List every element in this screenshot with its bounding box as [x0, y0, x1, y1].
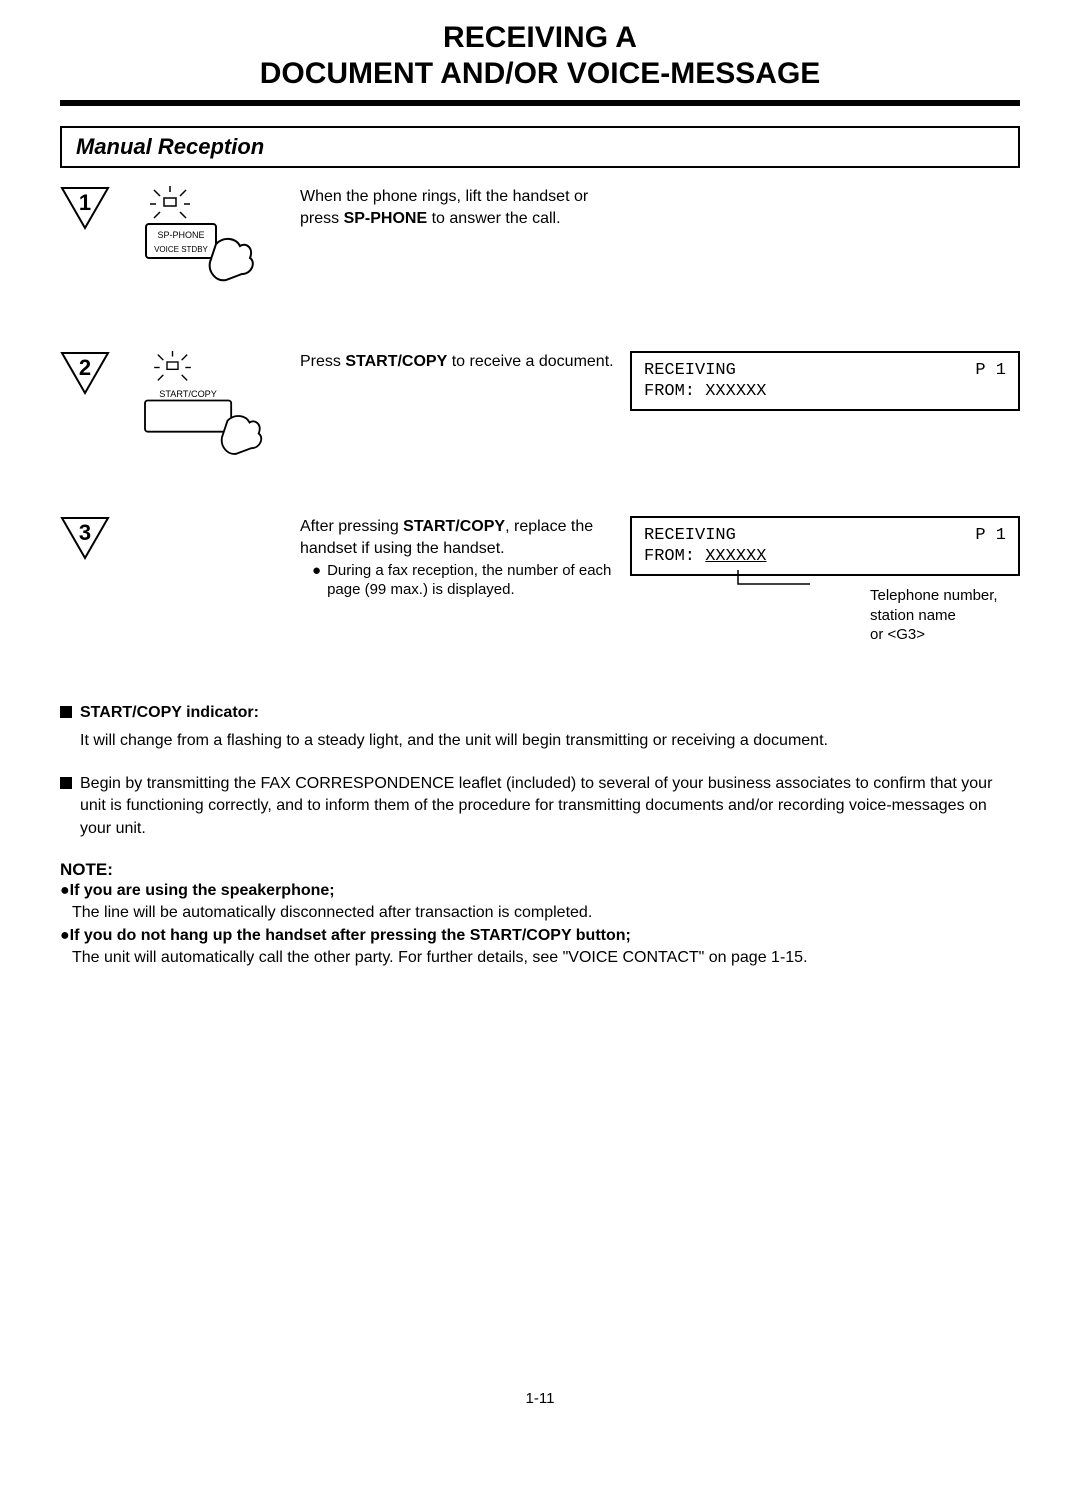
lcd3-top-right: P 1	[975, 526, 1006, 545]
note-2: ●If you do not hang up the handset after…	[60, 925, 1020, 947]
lcd2-top-left: RECEIVING	[644, 361, 736, 380]
step-2-text: Press START/COPY to receive a document.	[300, 351, 630, 373]
start-copy-button-icon: START/COPY	[130, 351, 270, 461]
annotation-l2: station name	[870, 607, 956, 624]
step-3-text: After pressing START/COPY, replace the h…	[300, 516, 630, 600]
indicator-row: START/COPY indicator:	[60, 702, 1020, 724]
page-title: RECEIVING A DOCUMENT AND/OR VOICE-MESSAG…	[60, 20, 1020, 92]
title-line-2: DOCUMENT AND/OR VOICE-MESSAGE	[260, 57, 821, 90]
indicator-text: It will change from a flashing to a stea…	[80, 730, 1020, 752]
step-3-lcd: RECEIVING P 1 FROM: XXXXXX	[630, 516, 1020, 576]
title-line-1: RECEIVING A	[443, 21, 637, 54]
step-3-text-bold: START/COPY	[403, 518, 505, 535]
svg-text:SP-PHONE: SP-PHONE	[157, 230, 204, 240]
note2-text: The unit will automatically call the oth…	[72, 947, 1020, 969]
step-1-text: When the phone rings, lift the handset o…	[300, 186, 630, 231]
step-1-row: 1 SP-PHONE VOICE STDBY	[60, 186, 1020, 301]
section-heading-box: Manual Reception	[60, 126, 1020, 168]
bullet-dot: ●	[312, 561, 321, 600]
page-number: 1-11	[60, 1390, 1020, 1407]
step-2-text-pre: Press	[300, 353, 345, 370]
svg-text:2: 2	[79, 355, 91, 380]
sp-phone-button-icon: SP-PHONE VOICE STDBY	[130, 186, 270, 296]
title-rule	[60, 100, 1020, 106]
svg-text:1: 1	[79, 190, 91, 215]
annotation-l1: Telephone number,	[870, 587, 998, 604]
step-2-lcd: RECEIVING P 1 FROM: XXXXXX	[630, 351, 1020, 411]
note1-text: The line will be automatically disconnec…	[72, 902, 1020, 924]
step-3-row: 3 After pressing START/COPY, replace the…	[60, 516, 1020, 626]
square-bullet-icon	[60, 777, 72, 789]
step-1-text-bold: SP-PHONE	[344, 210, 428, 227]
annotation-l3: or <G3>	[870, 626, 925, 643]
svg-text:START/COPY: START/COPY	[159, 389, 217, 399]
step-3-subtext: During a fax reception, the number of ea…	[327, 561, 620, 600]
note-heading: NOTE:	[60, 860, 1020, 880]
note2-bold: If you do not hang up the handset after …	[70, 927, 631, 944]
note-1: ●If you are using the speakerphone;	[60, 880, 1020, 902]
lcd3-bottom-pre: FROM:	[644, 547, 705, 566]
lcd3-annotation: Telephone number, station name or <G3>	[870, 586, 1030, 645]
square-bullet-icon	[60, 706, 72, 718]
lcd2-bottom: FROM: XXXXXX	[644, 382, 1006, 401]
lcd3-bottom-under: XXXXXX	[705, 547, 766, 566]
indicator-heading: START/COPY indicator:	[80, 704, 259, 721]
note1-bold: If you are using the speakerphone;	[70, 882, 335, 899]
step-2-text-post: to receive a document.	[447, 353, 613, 370]
step-1-text-post: to answer the call.	[427, 210, 560, 227]
step-3-text-pre: After pressing	[300, 518, 403, 535]
step-2-badge: 2	[60, 351, 110, 395]
begin-row: Begin by transmitting the FAX CORRESPOND…	[60, 773, 1020, 840]
step-3-badge: 3	[60, 516, 110, 560]
step-2-row: 2 START/COPY Press START/C	[60, 351, 1020, 466]
svg-text:VOICE STDBY: VOICE STDBY	[154, 245, 208, 254]
lcd3-top-left: RECEIVING	[644, 526, 736, 545]
svg-text:3: 3	[79, 520, 91, 545]
section-heading: Manual Reception	[76, 134, 264, 159]
lcd2-top-right: P 1	[975, 361, 1006, 380]
begin-text: Begin by transmitting the FAX CORRESPOND…	[80, 773, 1020, 840]
step-2-text-bold: START/COPY	[345, 353, 447, 370]
step-1-badge: 1	[60, 186, 110, 230]
